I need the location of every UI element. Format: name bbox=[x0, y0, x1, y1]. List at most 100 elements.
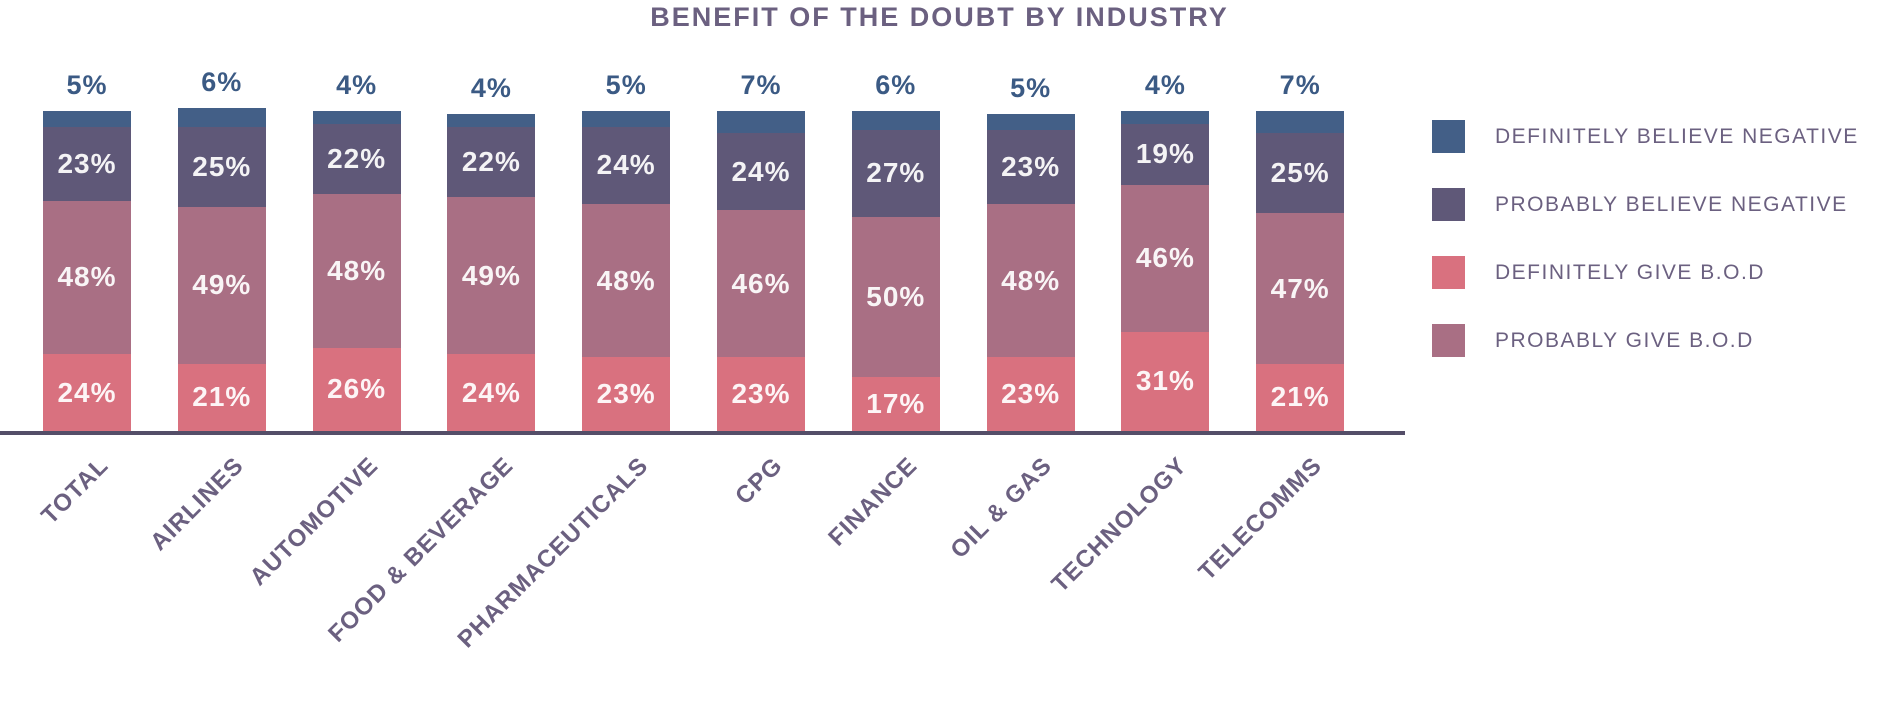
segment-probably-believe-negative: 24% bbox=[717, 133, 805, 211]
bar-total: 5% 23% 48% 24% bbox=[43, 70, 131, 431]
x-axis-label-total: TOTAL bbox=[36, 452, 115, 530]
segment-definitely-give-b-o-d: 26% bbox=[312, 347, 401, 431]
value-label: 23% bbox=[1001, 378, 1061, 410]
segment-probably-believe-negative: 25% bbox=[177, 127, 266, 207]
value-label: 49% bbox=[461, 259, 521, 291]
value-label: 48% bbox=[327, 254, 387, 286]
x-axis-label-finance: FINANCE bbox=[823, 452, 923, 552]
value-label: 47% bbox=[1270, 272, 1330, 304]
bar-pharmaceuticals: 5% 24% 48% 23% bbox=[582, 70, 671, 431]
value-label: 17% bbox=[866, 387, 926, 419]
value-label: 24% bbox=[596, 149, 656, 181]
value-label: 46% bbox=[1135, 242, 1195, 274]
segment-probably-give-b-o-d: 48% bbox=[43, 200, 131, 355]
x-axis-label-oil-gas: OIL & GAS bbox=[945, 452, 1058, 564]
segment-probably-give-b-o-d: 47% bbox=[1256, 213, 1345, 364]
segment-probably-believe-negative: 22% bbox=[447, 127, 536, 198]
segment-definitely-give-b-o-d: 17% bbox=[851, 376, 940, 431]
legend-label: PROBABLY BELIEVE NEGATIVE bbox=[1495, 192, 1848, 216]
x-axis-line bbox=[0, 431, 1405, 435]
top-value-label: 6% bbox=[201, 66, 243, 97]
segment-definitely-believe-negative bbox=[717, 111, 805, 134]
value-label: 22% bbox=[327, 142, 387, 174]
bar-food-beverage: 4% 22% 49% 24% bbox=[447, 73, 536, 431]
value-label: 46% bbox=[731, 267, 791, 299]
segment-probably-believe-negative: 24% bbox=[582, 127, 671, 204]
segment-definitely-believe-negative bbox=[312, 111, 401, 124]
value-label: 23% bbox=[731, 378, 791, 410]
top-value-label: 4% bbox=[1144, 70, 1186, 100]
x-axis-label-telecomms: TELECOMMS bbox=[1193, 452, 1328, 586]
legend-swatch-definitely-believe-negative bbox=[1432, 120, 1465, 153]
legend-label: DEFINITELY GIVE B.O.D bbox=[1495, 260, 1765, 284]
segment-probably-believe-negative: 25% bbox=[1256, 133, 1345, 214]
bar-automotive: 4% 22% 48% 26% bbox=[312, 70, 401, 431]
segment-definitely-believe-negative bbox=[447, 114, 536, 127]
value-label: 31% bbox=[1135, 365, 1195, 397]
value-label: 19% bbox=[1135, 138, 1195, 170]
value-label: 48% bbox=[596, 264, 656, 296]
segment-definitely-give-b-o-d: 23% bbox=[717, 357, 805, 431]
bar-technology: 4% 19% 46% 31% bbox=[1121, 70, 1210, 431]
value-label: 24% bbox=[57, 376, 117, 408]
legend-item-probably-give-b-o-d: PROBABLY GIVE B.O.D bbox=[1432, 324, 1859, 357]
segment-probably-give-b-o-d: 46% bbox=[717, 210, 805, 358]
legend-label: PROBABLY GIVE B.O.D bbox=[1495, 328, 1754, 352]
legend-item-definitely-believe-negative: DEFINITELY BELIEVE NEGATIVE bbox=[1432, 120, 1859, 153]
bar-cpg: 7% 24% 46% 23% bbox=[717, 70, 805, 431]
segment-definitely-give-b-o-d: 23% bbox=[986, 357, 1075, 431]
value-label: 48% bbox=[1001, 264, 1061, 296]
segment-definitely-believe-negative bbox=[851, 111, 940, 131]
segment-definitely-give-b-o-d: 24% bbox=[447, 354, 536, 431]
segment-probably-give-b-o-d: 49% bbox=[177, 207, 266, 364]
legend-item-probably-believe-negative: PROBABLY BELIEVE NEGATIVE bbox=[1432, 188, 1859, 221]
bar-finance: 6% 27% 50% 17% bbox=[851, 70, 940, 431]
x-axis-label-automotive: AUTOMOTIVE bbox=[244, 452, 384, 591]
value-label: 23% bbox=[57, 147, 117, 179]
segment-definitely-believe-negative bbox=[582, 111, 671, 127]
value-label: 27% bbox=[866, 157, 926, 189]
legend-label: DEFINITELY BELIEVE NEGATIVE bbox=[1495, 124, 1859, 148]
top-value-label: 5% bbox=[66, 70, 108, 100]
bar-oil-gas: 5% 23% 48% 23% bbox=[986, 73, 1075, 431]
value-label: 23% bbox=[1001, 151, 1061, 182]
value-label: 22% bbox=[461, 146, 521, 178]
bar-telecomms: 7% 25% 47% 21% bbox=[1256, 70, 1345, 431]
x-axis-label-cpg: CPG bbox=[730, 452, 789, 510]
legend-swatch-probably-believe-negative bbox=[1432, 188, 1465, 221]
segment-definitely-believe-negative bbox=[43, 111, 131, 127]
bars-area: 5% 23% 48% 24% 6% 25% 49% 21% 4% 22% 48% 26% 4% 22% 49… bbox=[0, 0, 1405, 431]
segment-definitely-believe-negative bbox=[986, 114, 1075, 131]
segment-probably-give-b-o-d: 46% bbox=[1121, 184, 1210, 332]
segment-probably-believe-negative: 19% bbox=[1121, 123, 1210, 185]
segment-probably-give-b-o-d: 50% bbox=[851, 216, 940, 377]
segment-definitely-believe-negative bbox=[1256, 111, 1345, 134]
segment-definitely-give-b-o-d: 23% bbox=[582, 357, 671, 431]
top-value-label: 4% bbox=[336, 70, 378, 100]
segment-definitely-give-b-o-d: 21% bbox=[177, 363, 266, 431]
top-value-label: 5% bbox=[605, 70, 647, 100]
value-label: 21% bbox=[1270, 381, 1330, 413]
segment-definitely-believe-negative bbox=[1121, 111, 1210, 124]
value-label: 21% bbox=[192, 381, 252, 413]
segment-definitely-give-b-o-d: 24% bbox=[43, 354, 131, 431]
value-label: 24% bbox=[731, 155, 791, 187]
value-label: 50% bbox=[866, 280, 926, 312]
value-label: 23% bbox=[596, 378, 656, 410]
top-value-label: 6% bbox=[875, 70, 917, 100]
segment-probably-give-b-o-d: 48% bbox=[312, 194, 401, 348]
value-label: 26% bbox=[327, 373, 387, 405]
legend-swatch-definitely-give-b-o-d bbox=[1432, 256, 1465, 289]
top-value-label: 5% bbox=[1010, 73, 1052, 104]
x-axis-label-airlines: AIRLINES bbox=[144, 452, 249, 556]
segment-probably-give-b-o-d: 48% bbox=[582, 203, 671, 358]
segment-probably-give-b-o-d: 49% bbox=[447, 197, 536, 355]
value-label: 25% bbox=[1270, 157, 1330, 189]
segment-probably-believe-negative: 23% bbox=[986, 130, 1075, 204]
segment-probably-believe-negative: 27% bbox=[851, 130, 940, 217]
bar-airlines: 6% 25% 49% 21% bbox=[177, 67, 266, 431]
segment-probably-give-b-o-d: 48% bbox=[986, 203, 1075, 358]
segment-probably-believe-negative: 23% bbox=[43, 127, 131, 201]
top-value-label: 4% bbox=[470, 73, 512, 104]
